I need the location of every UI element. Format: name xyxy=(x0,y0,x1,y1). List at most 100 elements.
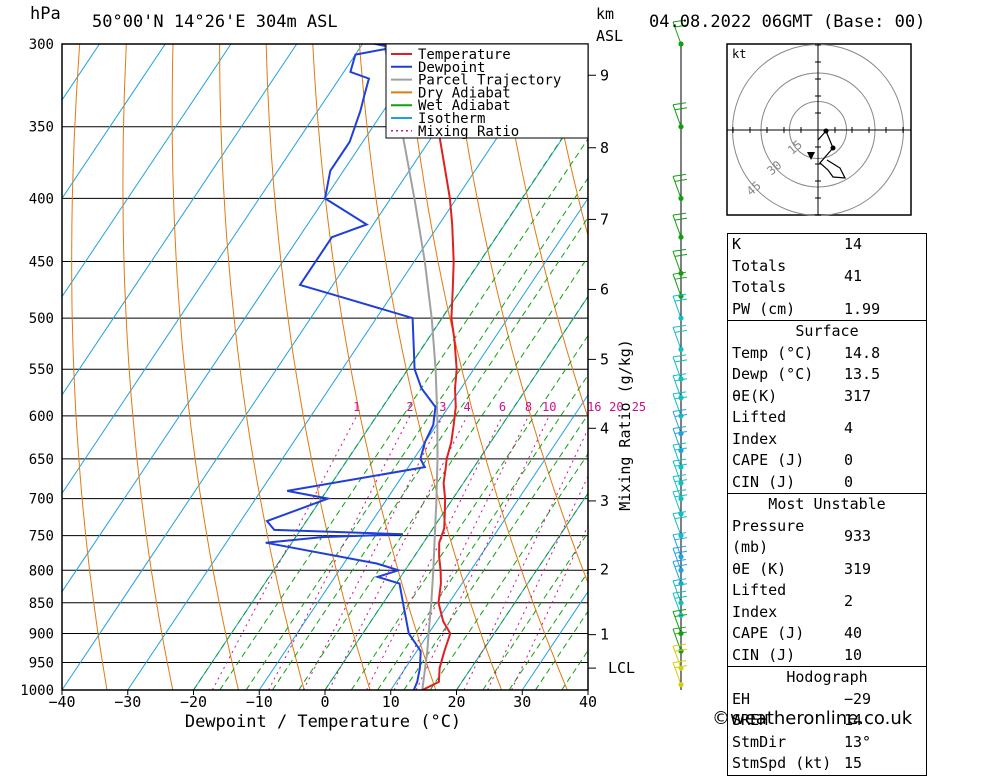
height-tick-label: 8 xyxy=(600,139,609,157)
mixing-ratio-line xyxy=(269,416,410,690)
wind-barb xyxy=(673,251,681,273)
x-axis-title: Dewpoint / Temperature (°C) xyxy=(185,712,461,732)
dry-adiabat-line xyxy=(123,44,173,690)
pressure-tick-label: 650 xyxy=(29,452,54,468)
index-value: 41 xyxy=(840,256,927,299)
pressure-tick-label: 950 xyxy=(29,655,54,671)
most-unstable-indices-row: θE (K)319 xyxy=(728,559,927,581)
isotherm-line xyxy=(325,44,757,690)
wind-barb-flag xyxy=(673,355,686,357)
wind-barb xyxy=(673,105,681,127)
wind-barb xyxy=(673,176,681,198)
x-tick-label: 10 xyxy=(382,693,400,711)
pressure-tick-label: 450 xyxy=(29,255,54,271)
wind-barb-flag xyxy=(673,443,686,445)
index-label: θE (K) xyxy=(728,559,841,581)
wind-profile xyxy=(673,20,687,690)
height-tick-label: LCL xyxy=(608,659,635,677)
index-value: −29 xyxy=(840,689,927,711)
most-unstable-indices-row: CAPE (J)40 xyxy=(728,623,927,645)
wind-barb-flag xyxy=(673,325,686,327)
index-label: K xyxy=(728,234,841,256)
wind-barb-flag xyxy=(673,213,686,215)
height-unit-asl: ASL xyxy=(596,27,623,45)
surface-indices-row: θE(K)317 xyxy=(728,386,927,408)
height-tick-label: 3 xyxy=(600,492,609,510)
wind-barb xyxy=(673,514,681,536)
pressure-tick-label: 550 xyxy=(29,362,54,378)
index-value: 4 xyxy=(840,407,927,450)
dry-adiabat-line xyxy=(172,44,238,690)
pressure-tick-label: 400 xyxy=(29,191,54,207)
wind-barb xyxy=(673,274,681,296)
most-unstable-indices-title: Most Unstable xyxy=(728,494,927,516)
wet-adiabat-line xyxy=(272,44,704,690)
dry-adiabat-line xyxy=(406,44,567,690)
index-label: StmSpd (kt) xyxy=(728,753,841,775)
pressure-tick-label: 800 xyxy=(29,563,54,579)
index-label: Totals Totals xyxy=(728,256,841,299)
height-tick-label: 7 xyxy=(600,210,609,228)
mixing-ratio-label: 6 xyxy=(499,400,506,414)
index-value: 319 xyxy=(840,559,927,581)
x-tick-label: −20 xyxy=(180,693,207,711)
x-tick-label: −30 xyxy=(114,693,141,711)
pressure-tick-label: 900 xyxy=(29,626,54,642)
x-tick-label: 20 xyxy=(447,693,465,711)
index-value: 317 xyxy=(840,386,927,408)
pressure-unit-label: hPa xyxy=(30,4,61,24)
height-tick-label: 6 xyxy=(600,280,609,298)
wind-level-dot xyxy=(678,648,683,653)
index-label: PW (cm) xyxy=(728,299,841,321)
index-label: CAPE (J) xyxy=(728,623,841,645)
wet-adiabat-line xyxy=(246,44,678,690)
mixing-ratio-label: 3 xyxy=(439,400,446,414)
height-tick-label: 2 xyxy=(600,561,609,579)
isotherm-line xyxy=(62,44,494,690)
dry-adiabat-line xyxy=(965,44,1000,690)
temperature-line xyxy=(422,44,456,690)
pressure-tick-label: 750 xyxy=(29,529,54,545)
most-unstable-indices-row: Pressure (mb)933 xyxy=(728,516,927,559)
wind-barb xyxy=(673,327,681,349)
general-indices-row: PW (cm)1.99 xyxy=(728,299,927,321)
height-tick-label: 9 xyxy=(600,66,609,84)
wet-adiabat-line xyxy=(351,44,783,690)
most-unstable-indices-row: CIN (J)10 xyxy=(728,645,927,667)
x-tick-label: −10 xyxy=(246,693,273,711)
index-value: 14 xyxy=(840,234,927,256)
surface-indices-title-row: Surface xyxy=(728,321,927,343)
hodograph-unit: kt xyxy=(732,47,746,61)
mixing-ratio-axis-title: Mixing Ratio (g/kg) xyxy=(616,339,634,511)
surface-indices-title: Surface xyxy=(728,321,927,343)
legend-label: Mixing Ratio xyxy=(418,124,519,140)
wind-barb xyxy=(673,215,681,237)
pressure-tick-label: 500 xyxy=(29,311,54,327)
x-tick-label: 30 xyxy=(513,693,531,711)
index-value: 15 xyxy=(840,753,927,775)
surface-indices-row: CAPE (J)0 xyxy=(728,450,927,472)
pressure-tick-label: 700 xyxy=(29,492,54,508)
pressure-tick-label: 600 xyxy=(29,409,54,425)
index-label: CAPE (J) xyxy=(728,450,841,472)
index-label: CIN (J) xyxy=(728,645,841,667)
index-label: Lifted Index xyxy=(728,580,841,623)
index-label: Temp (°C) xyxy=(728,343,841,365)
isotherm-line xyxy=(0,44,362,690)
wind-barb-flag xyxy=(673,490,686,492)
index-label: Dewp (°C) xyxy=(728,364,841,386)
mixing-ratio-line xyxy=(394,416,528,690)
most-unstable-indices-title-row: Most Unstable xyxy=(728,494,927,516)
mixing-ratio-label: 1 xyxy=(353,400,360,414)
wind-barb xyxy=(673,296,681,318)
hodograph-indices-title-row: Hodograph xyxy=(728,667,927,689)
index-value: 1.99 xyxy=(840,299,927,321)
x-tick-label: 40 xyxy=(579,693,597,711)
surface-indices-row: Temp (°C)14.8 xyxy=(728,343,927,365)
index-label: Pressure (mb) xyxy=(728,516,841,559)
